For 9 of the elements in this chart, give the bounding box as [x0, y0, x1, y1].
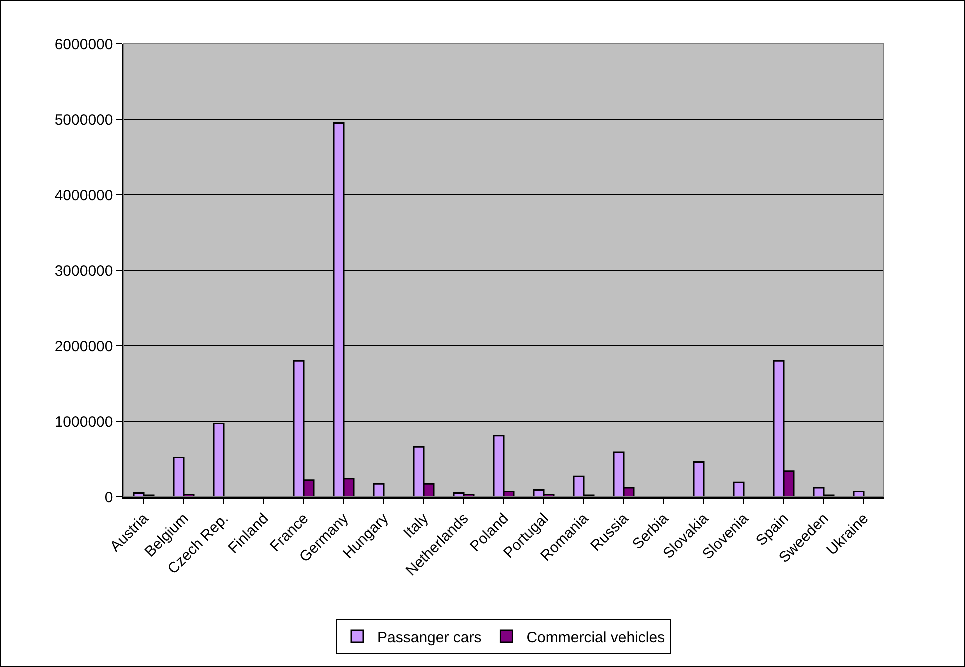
legend-label: Passanger cars — [378, 629, 482, 646]
y-tick-label: 1000000 — [54, 414, 114, 431]
y-tick-label: 0 — [104, 489, 114, 506]
legend-label: Commercial vehicles — [526, 629, 666, 646]
y-tick-label: 3000000 — [54, 262, 114, 280]
y-tick-label: 2000000 — [54, 338, 114, 356]
y-tick-label: 4000000 — [54, 187, 114, 204]
y-tick-label: 5000000 — [54, 112, 114, 129]
y-tick-label: 6000000 — [54, 36, 114, 54]
